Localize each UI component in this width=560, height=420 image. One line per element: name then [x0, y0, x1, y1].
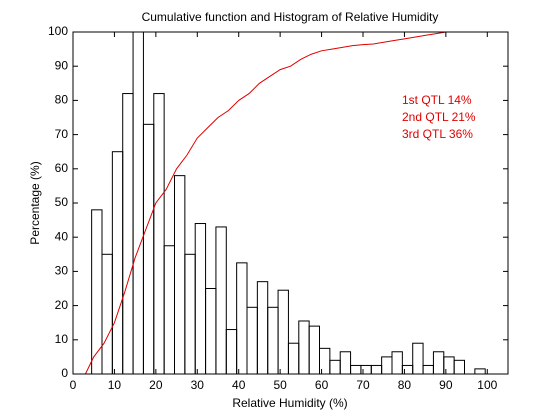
histogram-bar: [412, 342, 424, 375]
histogram-bar: [422, 364, 434, 375]
y-tick-label: 0: [61, 366, 68, 380]
histogram-bar: [267, 306, 279, 375]
x-tick-label: 80: [398, 378, 412, 392]
histogram-bar: [319, 347, 331, 375]
histogram-bar: [256, 281, 269, 375]
annotation: 2nd QTL 21%: [402, 110, 476, 124]
x-tick-label: 90: [439, 378, 453, 392]
y-tick-label: 80: [55, 93, 69, 107]
cumulative-line: [84, 31, 488, 375]
histogram-bar: [215, 226, 227, 375]
y-tick-label: 70: [55, 127, 69, 141]
histogram-bar: [381, 356, 393, 375]
histogram-bar: [277, 289, 289, 375]
histogram-bar: [432, 351, 445, 375]
y-tick-label: 40: [55, 229, 69, 243]
y-tick-label: 20: [55, 298, 69, 312]
histogram-bar: [91, 209, 103, 375]
histogram-bar: [339, 351, 352, 375]
histogram-bar: [298, 320, 310, 375]
y-axis-label: Percentage (%): [28, 161, 42, 244]
histogram-bar: [350, 364, 362, 375]
histogram-bar: [153, 93, 165, 375]
histogram-bar: [111, 151, 124, 375]
x-tick-label: 10: [108, 378, 122, 392]
y-tick-label: 50: [55, 195, 69, 209]
histogram-bar: [474, 368, 486, 375]
histogram-bar: [360, 364, 372, 375]
x-tick-label: 20: [149, 378, 163, 392]
histogram-bar: [287, 342, 300, 375]
x-tick-label: 100: [477, 378, 497, 392]
annotation: 1st QTL 14%: [402, 93, 472, 107]
histogram-bar: [308, 325, 320, 375]
histogram-bar: [246, 306, 258, 375]
histogram-bar: [101, 253, 113, 375]
histogram-bar: [174, 175, 186, 375]
histogram-bar: [122, 93, 134, 375]
x-tick-label: 50: [273, 378, 287, 392]
x-tick-label: 70: [356, 378, 370, 392]
histogram-bar: [225, 329, 238, 375]
histogram-bar: [184, 253, 196, 375]
plot-frame: [72, 31, 509, 375]
histogram-bar: [329, 359, 341, 375]
histogram-bar: [391, 351, 403, 375]
y-tick-label: 30: [55, 264, 69, 278]
histogram-bar: [401, 364, 414, 375]
histogram-bar: [236, 262, 248, 375]
histogram-bar: [194, 223, 207, 375]
annotation: 3rd QTL 36%: [402, 127, 473, 141]
x-tick-label: 40: [232, 378, 246, 392]
histogram-bar: [142, 123, 155, 375]
histogram-bar: [163, 245, 175, 375]
chart-title: Cumulative function and Histogram of Rel…: [142, 10, 439, 24]
x-tick-label: 0: [70, 378, 77, 392]
histogram-bar: [370, 364, 383, 375]
histogram-bar: [205, 288, 217, 375]
x-tick-label: 60: [315, 378, 329, 392]
histogram-bar: [453, 359, 465, 375]
y-tick-label: 10: [55, 332, 69, 346]
x-axis-label: Relative Humidity (%): [232, 396, 347, 410]
y-tick-label: 90: [55, 58, 69, 72]
x-tick-label: 30: [191, 378, 205, 392]
histogram-bar: [132, 31, 144, 375]
y-tick-label: 60: [55, 161, 69, 175]
y-tick-label: 100: [48, 24, 68, 38]
histogram-bar: [443, 356, 455, 375]
